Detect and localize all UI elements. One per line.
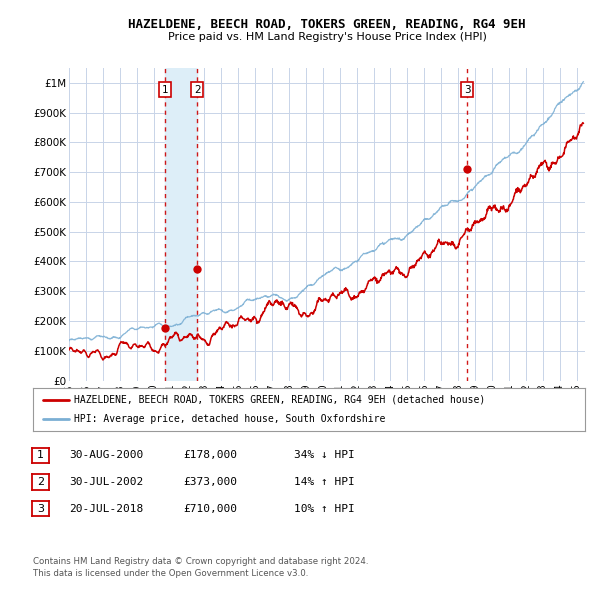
Text: 30-JUL-2002: 30-JUL-2002: [69, 477, 143, 487]
Text: £710,000: £710,000: [183, 504, 237, 513]
Text: HAZELDENE, BEECH ROAD, TOKERS GREEN, READING, RG4 9EH: HAZELDENE, BEECH ROAD, TOKERS GREEN, REA…: [128, 18, 526, 31]
Text: 30-AUG-2000: 30-AUG-2000: [69, 451, 143, 460]
Text: HAZELDENE, BEECH ROAD, TOKERS GREEN, READING, RG4 9EH (detached house): HAZELDENE, BEECH ROAD, TOKERS GREEN, REA…: [74, 395, 485, 405]
Text: 3: 3: [37, 504, 44, 513]
Text: 10% ↑ HPI: 10% ↑ HPI: [294, 504, 355, 513]
Text: Contains HM Land Registry data © Crown copyright and database right 2024.: Contains HM Land Registry data © Crown c…: [33, 557, 368, 566]
Text: 34% ↓ HPI: 34% ↓ HPI: [294, 451, 355, 460]
Text: £373,000: £373,000: [183, 477, 237, 487]
Text: Price paid vs. HM Land Registry's House Price Index (HPI): Price paid vs. HM Land Registry's House …: [167, 32, 487, 41]
Bar: [165, 68, 197, 381]
Text: 2: 2: [194, 85, 200, 95]
Text: 14% ↑ HPI: 14% ↑ HPI: [294, 477, 355, 487]
Text: HPI: Average price, detached house, South Oxfordshire: HPI: Average price, detached house, Sout…: [74, 414, 386, 424]
Text: £178,000: £178,000: [183, 451, 237, 460]
Text: 1: 1: [161, 85, 168, 95]
Text: This data is licensed under the Open Government Licence v3.0.: This data is licensed under the Open Gov…: [33, 569, 308, 578]
Text: 2: 2: [37, 477, 44, 487]
Text: 1: 1: [37, 451, 44, 460]
Text: 20-JUL-2018: 20-JUL-2018: [69, 504, 143, 513]
Text: 3: 3: [464, 85, 470, 95]
